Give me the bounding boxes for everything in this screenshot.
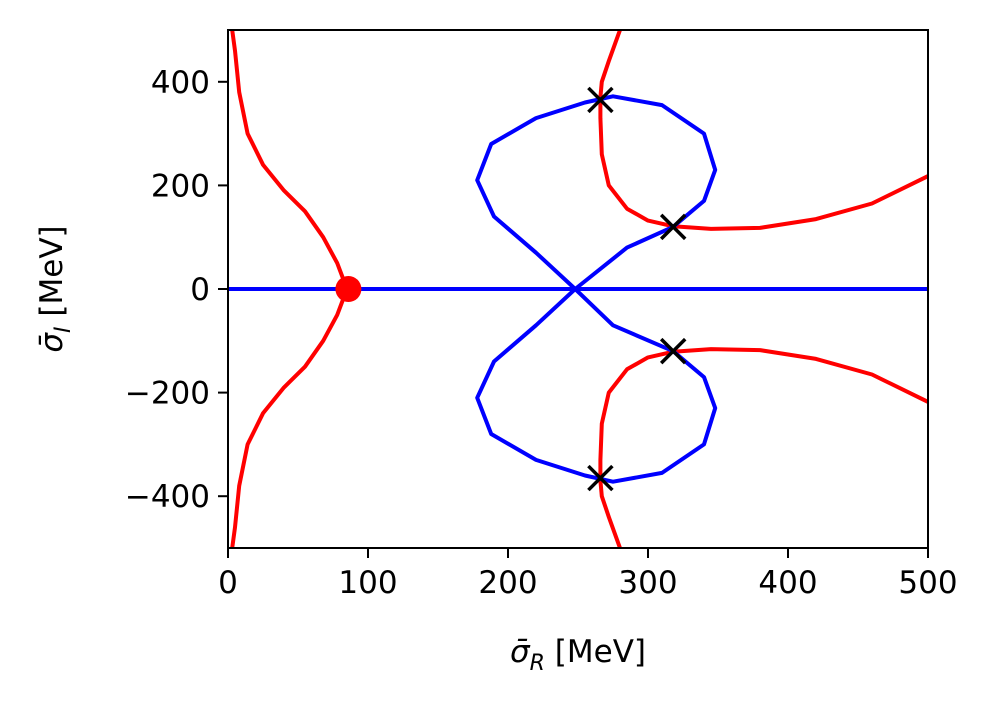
x-label-main: σ̄ [510, 634, 531, 670]
markers-layer [335, 86, 687, 492]
series-line-2 [598, 347, 928, 548]
dot-marker [335, 276, 362, 302]
series-line-1 [598, 30, 928, 231]
y-label-main: σ̄ [34, 332, 70, 353]
x-axis-label: σ̄R [MeV] [510, 634, 646, 676]
y-tick-label-0: −400 [125, 479, 210, 515]
x-marker-1 [659, 213, 687, 241]
y-tick-label-2: 0 [190, 272, 210, 308]
y-label-unit: [MeV] [34, 225, 70, 326]
y-tick-label-1: −200 [125, 376, 210, 412]
x-marker-0 [587, 86, 614, 114]
y-axis-label: σ̄I [MeV] [34, 225, 76, 352]
y-label-sub: I [51, 326, 76, 333]
x-tick-label-4: 400 [758, 565, 817, 601]
y-tick-label-4: 400 [151, 65, 210, 101]
x-marker-2 [659, 337, 687, 365]
x-tick-label-1: 100 [338, 565, 397, 601]
series-layer [228, 30, 928, 548]
x-tick-label-3: 300 [618, 565, 677, 601]
ticks-layer: 0 100 200 300 400 500 −400 −200 0 200 400 [125, 65, 958, 601]
x-tick-label-5: 500 [898, 565, 957, 601]
x-tick-label-0: 0 [218, 565, 238, 601]
x-marker-3 [587, 464, 614, 492]
x-label-sub: R [530, 651, 545, 676]
y-tick-label-3: 200 [151, 168, 210, 204]
x-label-unit: [MeV] [545, 634, 646, 670]
x-tick-label-2: 200 [478, 565, 537, 601]
